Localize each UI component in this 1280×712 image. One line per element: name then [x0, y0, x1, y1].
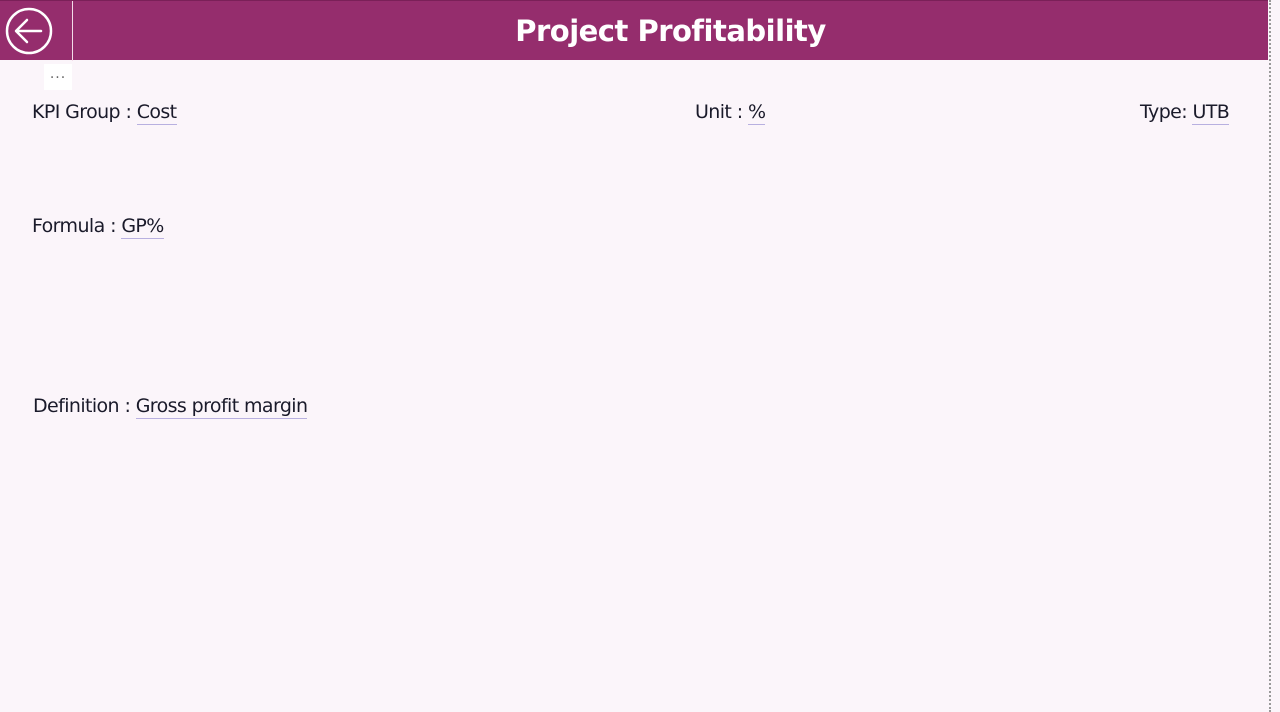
formula-value: GP% — [121, 215, 164, 239]
definition-label: Definition : — [33, 395, 136, 417]
unit-field: Unit : % — [695, 101, 766, 125]
header-bar: Project Profitability — [0, 0, 1268, 61]
type-label: Type: — [1140, 101, 1193, 123]
kpi-group-value: Cost — [136, 101, 177, 125]
arrow-left-circle-icon — [5, 7, 53, 55]
type-value: UTB — [1192, 101, 1230, 125]
back-button[interactable] — [0, 1, 73, 61]
definition-field: Definition : Gross profit margin — [33, 395, 308, 419]
page-boundary-divider — [1269, 0, 1271, 712]
unit-label: Unit : — [695, 101, 748, 123]
kpi-group-label: KPI Group : — [32, 101, 137, 123]
more-options-button[interactable]: ... — [44, 64, 72, 90]
formula-field: Formula : GP% — [32, 215, 164, 239]
page-title: Project Profitability — [515, 14, 826, 48]
definition-value: Gross profit margin — [135, 395, 308, 419]
unit-value: % — [747, 101, 766, 125]
formula-label: Formula : — [32, 215, 122, 237]
type-field: Type: UTB — [1140, 101, 1230, 125]
kpi-group-field: KPI Group : Cost — [32, 101, 177, 125]
